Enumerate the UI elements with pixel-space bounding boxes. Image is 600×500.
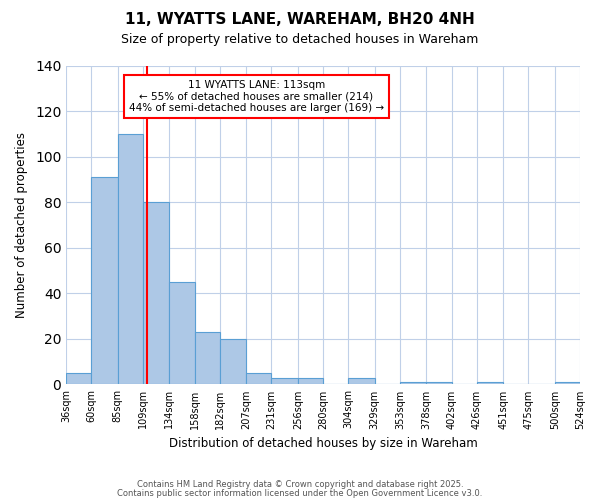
Bar bbox=[220, 339, 246, 384]
Bar bbox=[91, 177, 118, 384]
Bar bbox=[169, 282, 194, 384]
Y-axis label: Number of detached properties: Number of detached properties bbox=[15, 132, 28, 318]
Bar bbox=[349, 378, 374, 384]
Text: Size of property relative to detached houses in Wareham: Size of property relative to detached ho… bbox=[121, 32, 479, 46]
Bar bbox=[400, 382, 426, 384]
Bar bbox=[118, 134, 143, 384]
Text: Contains public sector information licensed under the Open Government Licence v3: Contains public sector information licen… bbox=[118, 488, 482, 498]
Bar bbox=[194, 332, 220, 384]
Bar bbox=[298, 378, 323, 384]
Bar bbox=[477, 382, 503, 384]
Bar bbox=[66, 373, 91, 384]
Bar bbox=[271, 378, 298, 384]
Bar bbox=[426, 382, 452, 384]
Bar bbox=[246, 373, 271, 384]
Text: 11, WYATTS LANE, WAREHAM, BH20 4NH: 11, WYATTS LANE, WAREHAM, BH20 4NH bbox=[125, 12, 475, 28]
Bar bbox=[555, 382, 580, 384]
Text: 11 WYATTS LANE: 113sqm
← 55% of detached houses are smaller (214)
44% of semi-de: 11 WYATTS LANE: 113sqm ← 55% of detached… bbox=[129, 80, 384, 113]
Text: Contains HM Land Registry data © Crown copyright and database right 2025.: Contains HM Land Registry data © Crown c… bbox=[137, 480, 463, 489]
X-axis label: Distribution of detached houses by size in Wareham: Distribution of detached houses by size … bbox=[169, 437, 478, 450]
Bar bbox=[143, 202, 169, 384]
